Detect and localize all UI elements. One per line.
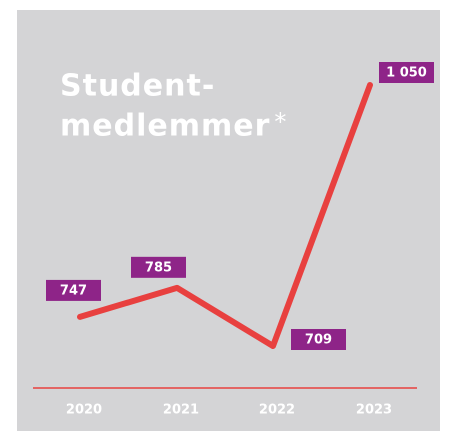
x-tick-label: 2023	[356, 403, 392, 418]
value-label-box	[379, 62, 434, 83]
background	[17, 10, 440, 431]
value-label: 747	[60, 283, 87, 298]
chart-title-line: Student-	[60, 69, 215, 104]
x-tick-label: 2022	[259, 403, 295, 418]
value-label: 1 050	[386, 66, 427, 81]
value-label-box	[131, 256, 186, 278]
value-label: 785	[145, 260, 172, 275]
x-tick-label: 2020	[66, 403, 102, 418]
value-label: 709	[305, 333, 332, 348]
value-label-box	[291, 329, 346, 350]
chart-title-line: medlemmer	[60, 109, 270, 144]
line	[77, 82, 373, 349]
title-note: *	[274, 108, 286, 136]
x-tick-label: 2021	[163, 403, 199, 418]
value-label-box	[46, 279, 101, 301]
